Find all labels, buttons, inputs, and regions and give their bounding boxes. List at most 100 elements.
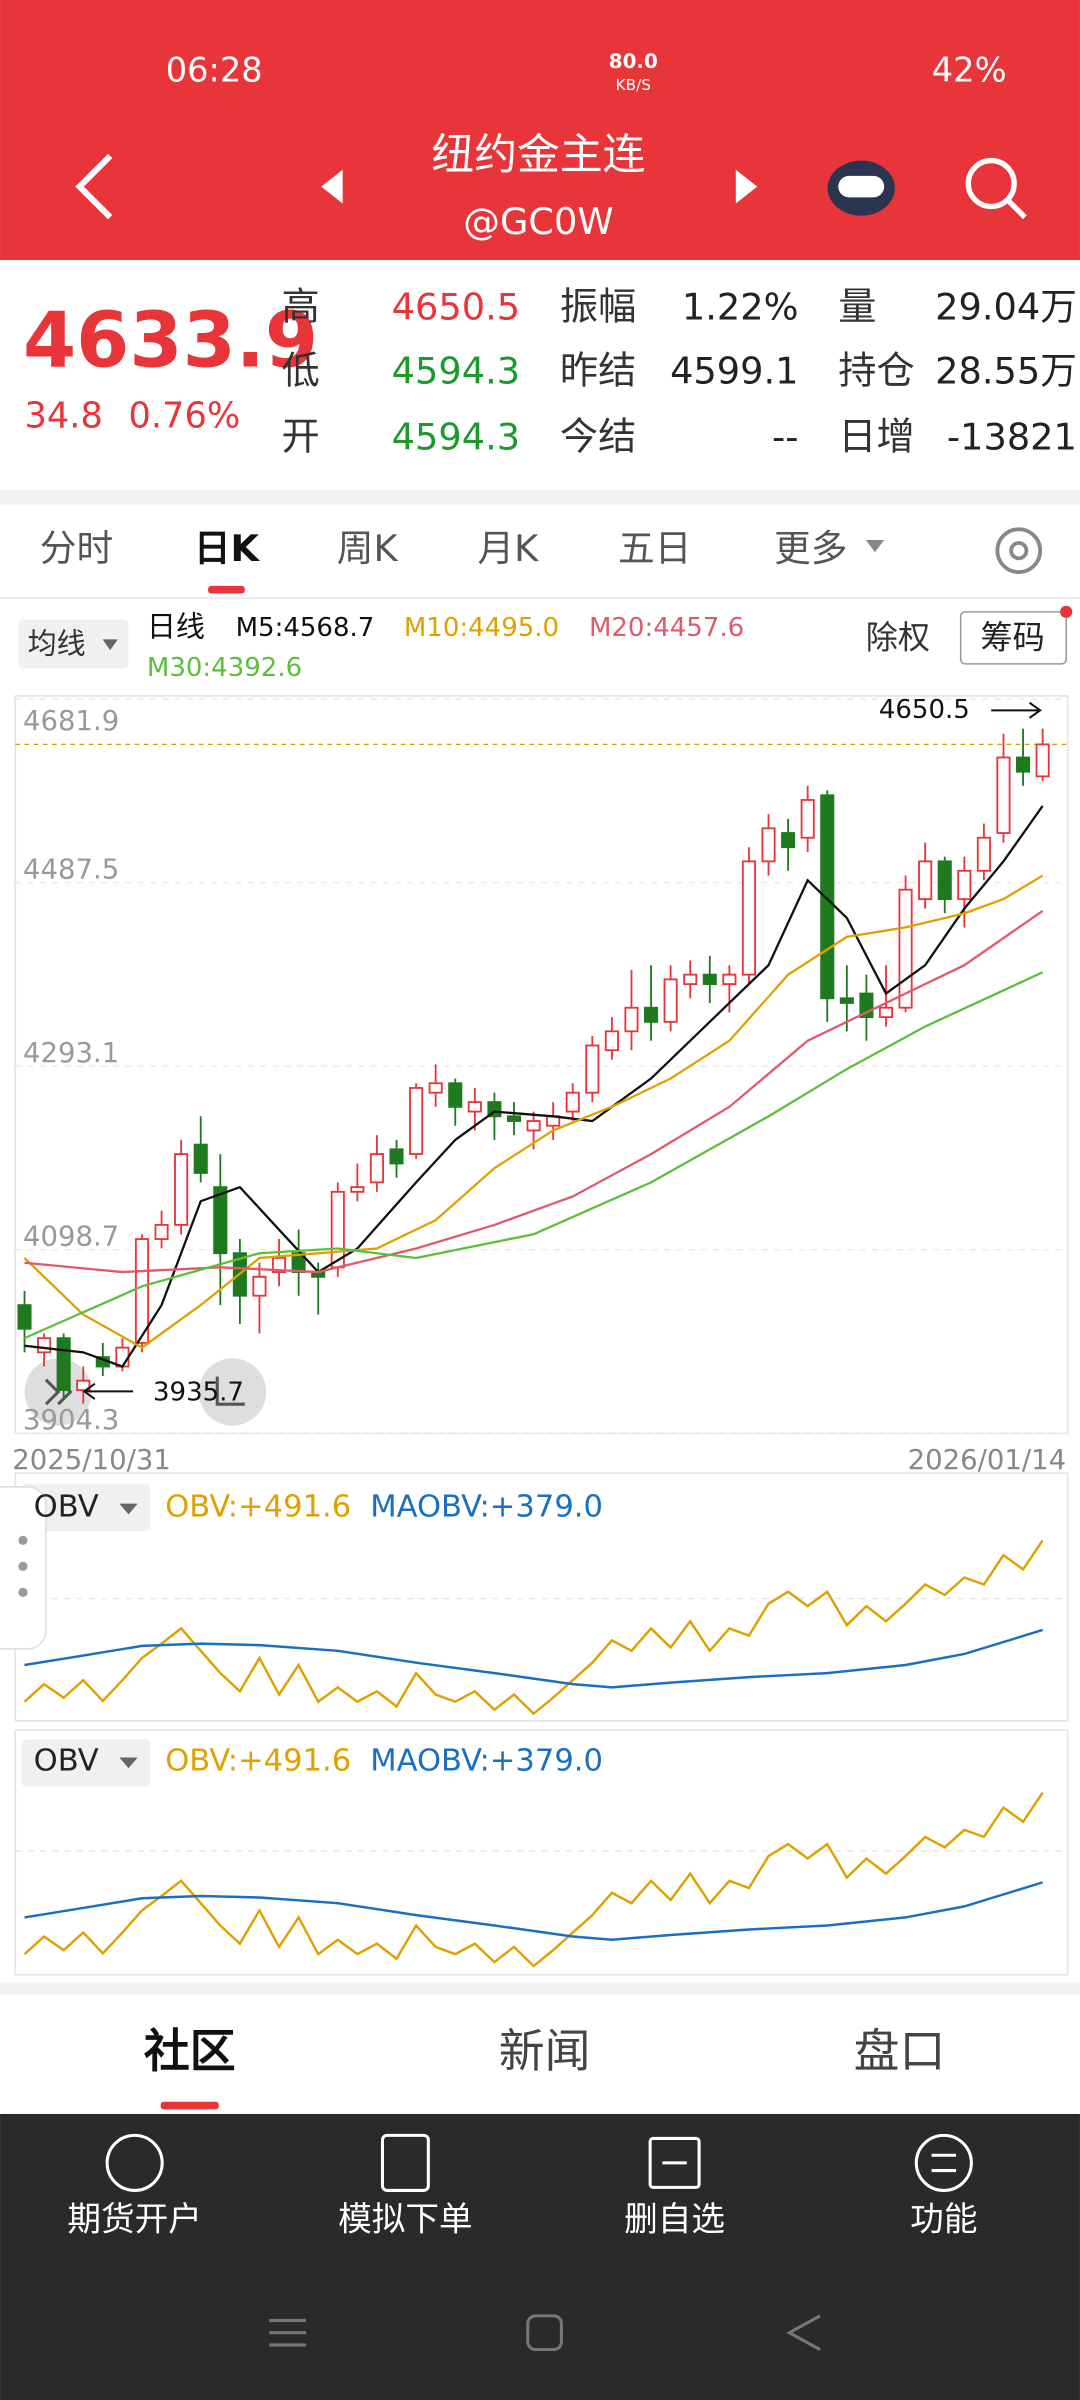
- action-label[interactable]: 期货开户: [67, 2200, 202, 2239]
- candle-body: [154, 1223, 169, 1240]
- candle-body: [526, 1120, 541, 1132]
- obv-selector-box[interactable]: [21, 1739, 150, 1787]
- separator: [0, 489, 1080, 505]
- candle-body: [350, 1186, 365, 1193]
- obv-line: [23, 1539, 1044, 1716]
- quote-label: 量: [838, 285, 876, 329]
- candle-body: [213, 1186, 228, 1255]
- period-tab[interactable]: 日K: [194, 527, 261, 570]
- period-tab[interactable]: 分时: [40, 527, 113, 570]
- candle-body: [389, 1148, 404, 1165]
- low-marker: 3935.7: [153, 1377, 244, 1407]
- remove-watch-icon[interactable]: [648, 2136, 701, 2189]
- next-contract[interactable]: [735, 169, 758, 204]
- obv-frame: [14, 1729, 1069, 1976]
- y-tick-label: 4487.5: [23, 853, 119, 885]
- ma-line: [24, 909, 1044, 1274]
- bottom-tab[interactable]: 新闻: [499, 2024, 591, 2078]
- y-tick-label: 3904.3: [23, 1404, 119, 1436]
- candle-body: [800, 799, 815, 839]
- maobv-legend: MAOBV:+379.0: [370, 1744, 603, 1779]
- end-date: 2026/01/14: [908, 1444, 1067, 1476]
- nav-home[interactable]: [526, 2314, 563, 2352]
- candle-body: [761, 827, 776, 863]
- obv-selector[interactable]: OBV: [34, 1744, 99, 1779]
- period-tab[interactable]: 月K: [477, 527, 539, 570]
- candle-body: [722, 973, 737, 986]
- candle-body: [741, 860, 756, 976]
- period-label: 日线: [147, 610, 205, 644]
- low-marker-arrowhead: [82, 1382, 96, 1400]
- settings-icon[interactable]: [995, 527, 1043, 574]
- separator: [0, 1982, 1080, 1995]
- candle-body: [820, 794, 835, 1000]
- candle-body: [976, 836, 991, 872]
- obv-legend: OBV:+491.6: [165, 1490, 351, 1525]
- fullscreen-icon: [215, 1376, 245, 1406]
- candle-body: [252, 1275, 267, 1297]
- candle-body: [448, 1082, 463, 1108]
- action-label[interactable]: 功能: [910, 2200, 977, 2239]
- candle-body: [996, 756, 1011, 834]
- candle-body: [76, 1379, 91, 1392]
- contract-title: 纽约金主连: [431, 130, 645, 180]
- quote-label: 高: [281, 285, 319, 329]
- candle-body: [878, 1006, 894, 1019]
- ma-selector-box[interactable]: [18, 619, 129, 669]
- price-change-pct: 0.76%: [129, 396, 241, 437]
- more-arrow: [865, 539, 885, 553]
- candle-body: [506, 1115, 522, 1122]
- handle-dot: [18, 1535, 28, 1545]
- active-tab-indicator: [208, 585, 245, 594]
- action-label[interactable]: 删自选: [624, 2200, 725, 2239]
- high-marker: 4650.5: [879, 695, 970, 725]
- ex-rights-button[interactable]: 除权: [866, 618, 930, 656]
- candle-body: [37, 1337, 52, 1354]
- candle-body: [330, 1190, 345, 1269]
- function-icon[interactable]: [914, 2133, 973, 2192]
- prev-contract[interactable]: [321, 169, 343, 204]
- ma-legend: M30:4392.6: [147, 653, 302, 683]
- status-time: 06:28: [166, 50, 263, 89]
- obv-selector-box[interactable]: [21, 1483, 150, 1532]
- quote-label: 低: [281, 350, 319, 394]
- candle-body: [428, 1082, 443, 1094]
- account-icon[interactable]: [105, 2133, 164, 2192]
- notification-dot: [1060, 605, 1073, 618]
- y-tick-label: 4681.9: [23, 705, 119, 737]
- candle-body: [918, 860, 933, 901]
- period-tab[interactable]: 周K: [337, 527, 399, 570]
- simulate-icon[interactable]: [380, 2133, 430, 2192]
- ma-line: [24, 805, 1044, 1368]
- candle-body: [644, 1006, 659, 1023]
- period-tab[interactable]: 更多: [774, 527, 847, 570]
- start-date: 2025/10/31: [12, 1444, 171, 1476]
- quote-label: 日增: [838, 416, 914, 460]
- last-price: 4633.9: [23, 297, 318, 386]
- fullscreen-button[interactable]: [198, 1358, 267, 1426]
- search-icon[interactable]: [965, 157, 1017, 210]
- candle-body: [174, 1153, 189, 1226]
- bottom-tab[interactable]: 盘口: [854, 2024, 946, 2078]
- candle-body: [624, 1006, 639, 1033]
- bottom-tab[interactable]: 社区: [144, 2024, 236, 2078]
- back-button[interactable]: [75, 153, 113, 220]
- robot-face: [838, 175, 885, 198]
- candle-body: [937, 860, 952, 901]
- obv-selector[interactable]: OBV: [34, 1490, 99, 1525]
- candle-body: [702, 973, 717, 986]
- dropdown-arrow: [102, 639, 118, 651]
- candle-body: [683, 973, 698, 986]
- action-label[interactable]: 模拟下单: [338, 2200, 473, 2239]
- assistant-icon[interactable]: [827, 160, 895, 216]
- chips-button[interactable]: [959, 611, 1067, 665]
- period-tab[interactable]: 五日: [618, 527, 691, 570]
- quote-value: 29.04万: [935, 285, 1077, 328]
- nav-back[interactable]: [786, 2314, 821, 2351]
- quote-value: 1.22%: [682, 285, 799, 328]
- price-change: 34.8: [25, 396, 103, 437]
- candle-body: [115, 1346, 130, 1368]
- obv-line: [23, 1792, 1044, 1968]
